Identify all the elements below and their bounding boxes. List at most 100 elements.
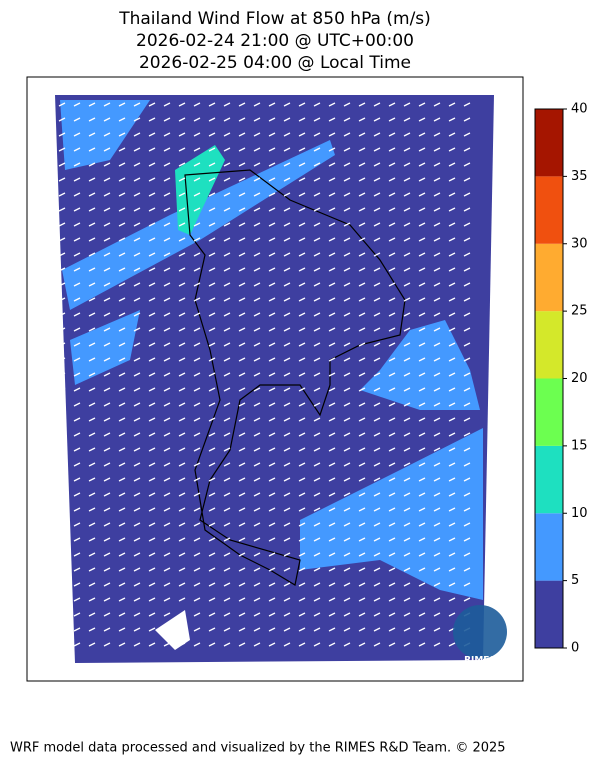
wind-arrow (268, 612, 276, 617)
wind-arrow (253, 402, 261, 407)
wind-arrow (178, 552, 186, 557)
wind-arrow (193, 537, 201, 542)
wind-arrow (178, 117, 186, 122)
wind-arrow (238, 117, 246, 122)
wind-arrow (133, 312, 141, 317)
wind-arrow (358, 357, 366, 362)
wind-arrow (133, 507, 141, 512)
wind-arrow (193, 162, 201, 167)
wind-arrow (118, 327, 126, 332)
wind-arrow (328, 462, 336, 467)
wind-arrow (328, 252, 336, 257)
wind-arrow (208, 357, 216, 362)
wind-arrow (358, 462, 366, 467)
wind-arrow (373, 177, 381, 182)
wind-arrow (193, 207, 201, 212)
wind-arrow (283, 237, 291, 242)
wind-arrow (298, 417, 306, 422)
wind-arrow (148, 162, 156, 167)
wind-arrow (58, 582, 66, 587)
wind-arrow (163, 582, 171, 587)
wind-arrow (148, 537, 156, 542)
wind-arrow (253, 267, 261, 272)
wind-arrow (73, 132, 81, 137)
wind-arrow (103, 177, 111, 182)
wind-arrow (283, 192, 291, 197)
wind-arrow (388, 477, 396, 482)
wind-arrow (223, 447, 231, 452)
wind-arrow (418, 237, 426, 242)
colorbar-tick-label: 25 (571, 304, 588, 319)
wind-arrow (433, 252, 441, 257)
wind-arrow (418, 222, 426, 227)
wind-arrow (298, 432, 306, 437)
wind-arrow (58, 567, 66, 572)
wind-arrow (208, 567, 216, 572)
wind-arrow (373, 372, 381, 377)
wind-arrow (433, 432, 441, 437)
wind-arrow (418, 192, 426, 197)
wind-arrow (148, 357, 156, 362)
wind-arrow (313, 162, 321, 167)
wind-arrow (388, 132, 396, 137)
wind-arrow (73, 237, 81, 242)
wind-arrow (103, 447, 111, 452)
wind-arrow (58, 537, 66, 542)
wind-arrow (358, 282, 366, 287)
wind-arrow (118, 612, 126, 617)
wind-arrow (163, 462, 171, 467)
wind-arrow (73, 552, 81, 557)
wind-arrow (58, 612, 66, 617)
wind-arrow (208, 522, 216, 527)
wind-arrow (433, 222, 441, 227)
wind-arrow (178, 132, 186, 137)
wind-arrow (268, 147, 276, 152)
wind-band (360, 320, 480, 410)
wind-arrow (88, 597, 96, 602)
wind-arrow (418, 177, 426, 182)
wind-arrow (463, 207, 471, 212)
wind-arrow (418, 522, 426, 527)
wind-arrow (373, 552, 381, 557)
wind-arrow (208, 192, 216, 197)
wind-arrow (328, 372, 336, 377)
wind-arrow (118, 522, 126, 527)
wind-arrow (343, 567, 351, 572)
wind-arrow (73, 147, 81, 152)
wind-arrow (448, 282, 456, 287)
wind-arrow (433, 582, 441, 587)
wind-arrow (238, 282, 246, 287)
wind-arrow (238, 177, 246, 182)
wind-arrow (418, 372, 426, 377)
wind-arrow (208, 537, 216, 542)
wind-arrow (373, 612, 381, 617)
wind-arrow (418, 612, 426, 617)
wind-arrow (313, 387, 321, 392)
wind-arrow (388, 522, 396, 527)
wind-arrow (448, 102, 456, 107)
wind-arrow (328, 312, 336, 317)
wind-arrow (358, 372, 366, 377)
wind-arrow (58, 552, 66, 557)
wind-arrow (283, 567, 291, 572)
wind-arrow (403, 312, 411, 317)
wind-arrow (133, 327, 141, 332)
wind-arrow (373, 597, 381, 602)
wind-arrow (388, 267, 396, 272)
wind-arrow (358, 612, 366, 617)
wind-arrow (193, 102, 201, 107)
wind-arrow (193, 342, 201, 347)
colorbar-segment (535, 176, 563, 244)
wind-arrow (193, 582, 201, 587)
wind-arrow (223, 342, 231, 347)
logo: RIMES (453, 605, 507, 666)
wind-arrow (433, 312, 441, 317)
wind-arrow (163, 642, 171, 647)
wind-arrow (433, 357, 441, 362)
wind-arrow (58, 342, 66, 347)
wind-arrows (58, 102, 471, 647)
wind-arrow (223, 222, 231, 227)
wind-arrow (283, 387, 291, 392)
wind-arrow (268, 522, 276, 527)
wind-arrow (448, 267, 456, 272)
